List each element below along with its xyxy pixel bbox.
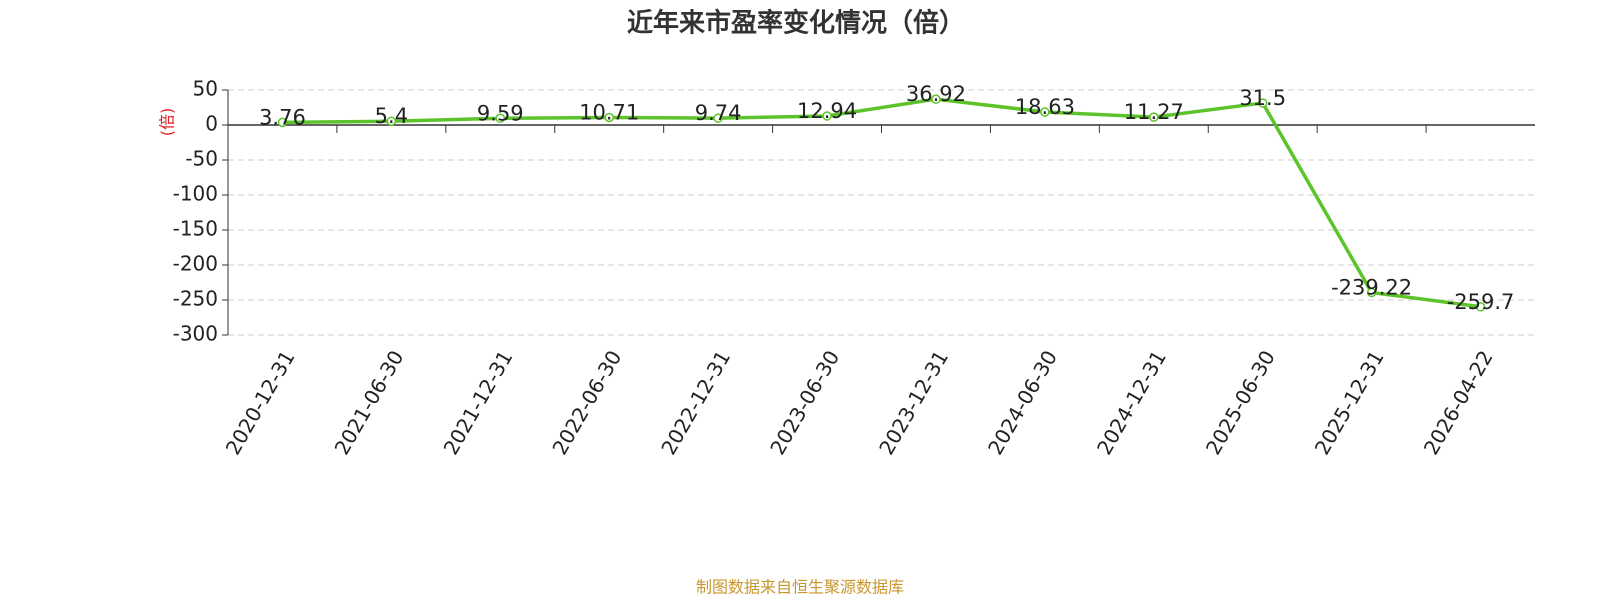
chart-title: 近年来市盈率变化情况（倍） [627, 8, 965, 39]
data-label: 9.74 [695, 101, 742, 125]
data-label: 18.63 [1015, 95, 1075, 119]
data-label: -239.22 [1331, 275, 1412, 299]
x-tick-label: 2022-12-31 [656, 346, 735, 459]
data-point [495, 113, 506, 124]
y-tick-label: -150 [173, 217, 218, 241]
x-tick-label: 2025-12-31 [1310, 346, 1389, 459]
data-point [604, 112, 614, 123]
data-point [1366, 287, 1377, 298]
x-tick-label: 2023-12-31 [874, 346, 953, 459]
data-line [282, 97, 1481, 309]
y-tick-label: 0 [205, 112, 218, 136]
y-axis-label: (倍) [158, 108, 177, 137]
data-point [277, 117, 288, 128]
data-label: 11.27 [1124, 100, 1184, 124]
data-point [1040, 107, 1050, 117]
x-tick-label: 2022-06-30 [547, 346, 626, 459]
data-label: 3.76 [259, 105, 306, 129]
y-tick-label: -100 [173, 182, 218, 206]
x-tick-label: 2021-12-31 [438, 346, 517, 459]
data-point [713, 113, 723, 123]
source-note: 制图数据来自恒生聚源数据库 [696, 578, 904, 597]
data-point [1475, 302, 1486, 312]
data-point [1149, 112, 1159, 122]
y-tick-label: -250 [173, 287, 218, 311]
data-label: 36.92 [906, 82, 966, 106]
x-tick-label: 2024-06-30 [983, 346, 1062, 459]
y-tick-label: -200 [173, 252, 218, 276]
x-tick-label: 2026-04-22 [1419, 346, 1498, 459]
x-tick-label: 2025-06-30 [1201, 346, 1280, 459]
x-tick-label: 2020-12-31 [221, 346, 300, 459]
data-label: 10.71 [579, 101, 639, 125]
x-tick-label: 2023-06-30 [765, 346, 844, 459]
data-label: 31.5 [1239, 86, 1286, 110]
data-label: 12.94 [797, 99, 857, 123]
data-point [1257, 98, 1268, 108]
y-tick-label: -300 [173, 322, 218, 346]
x-tick-label: 2024-12-31 [1092, 346, 1171, 459]
data-point [931, 94, 941, 104]
x-tick-label: 2021-06-30 [330, 346, 409, 459]
data-label: 9.59 [477, 101, 524, 125]
data-label: -259.7 [1447, 290, 1515, 314]
data-label: 5.4 [375, 104, 408, 128]
data-point [822, 111, 832, 121]
y-tick-label: 50 [193, 77, 218, 101]
y-tick-label: -50 [185, 147, 218, 171]
data-point [386, 116, 397, 126]
